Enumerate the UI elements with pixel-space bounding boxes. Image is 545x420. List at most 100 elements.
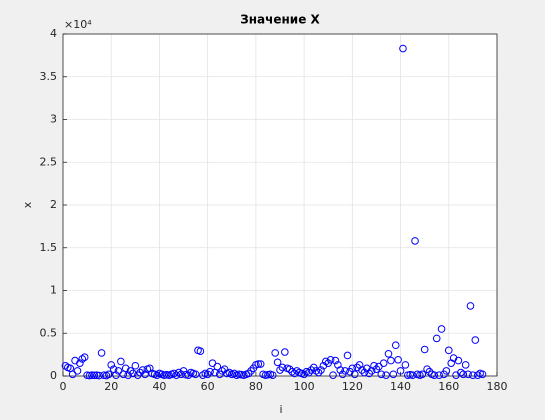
point [126, 367, 135, 375]
point [314, 368, 323, 377]
point [117, 357, 125, 366]
point [432, 334, 441, 343]
point [478, 370, 487, 379]
point [396, 367, 405, 375]
point [408, 371, 417, 379]
point [464, 370, 472, 379]
point [256, 360, 265, 368]
point [78, 355, 87, 363]
point [206, 367, 214, 376]
point [97, 349, 106, 357]
point [281, 348, 289, 356]
point [411, 237, 419, 245]
point [273, 358, 282, 367]
point [230, 369, 238, 378]
y-tick-label: 3 [50, 113, 57, 126]
point [131, 361, 140, 370]
point [80, 353, 89, 361]
point [389, 370, 398, 379]
point [247, 367, 255, 375]
point [105, 370, 113, 379]
point [254, 360, 263, 368]
point [322, 357, 330, 366]
y-tick-label: 4 [50, 27, 57, 40]
point [112, 371, 120, 379]
point [420, 345, 429, 354]
y-tick-label: 3.5 [40, 70, 58, 83]
point [329, 371, 337, 379]
point [457, 368, 465, 377]
y-tick-label: 1.5 [40, 241, 58, 254]
point [391, 341, 400, 350]
point [288, 367, 296, 376]
point [430, 371, 439, 379]
point [174, 368, 183, 377]
point [459, 370, 468, 379]
point [153, 371, 161, 379]
point [444, 346, 453, 355]
point [136, 368, 144, 377]
point [336, 366, 345, 374]
point [343, 351, 352, 360]
point [454, 356, 463, 365]
point [170, 369, 178, 378]
x-tick-label: 60 [201, 380, 215, 393]
point [358, 366, 366, 374]
point [435, 371, 443, 379]
x-tick-label: 40 [152, 380, 166, 393]
point [305, 368, 313, 377]
point [184, 371, 193, 379]
point [461, 361, 470, 369]
point [387, 356, 395, 365]
point [442, 367, 451, 375]
point [268, 371, 277, 379]
point [382, 371, 390, 379]
point [423, 365, 431, 373]
point [471, 336, 480, 344]
y-tick-label: 0.5 [40, 326, 58, 339]
point [133, 371, 142, 379]
point [203, 370, 212, 379]
point [384, 349, 393, 358]
point [276, 366, 284, 374]
y-axis-label: x [21, 201, 34, 208]
point [466, 302, 475, 310]
point [179, 367, 188, 375]
point [95, 371, 103, 380]
point [394, 355, 402, 364]
y-tick-label: 2.5 [40, 155, 58, 168]
point [285, 365, 294, 373]
point [307, 366, 316, 374]
y-tick-label: 0 [50, 369, 57, 382]
point [379, 359, 388, 367]
point [300, 370, 308, 379]
point [377, 370, 386, 379]
y-tick-label: 1 [50, 284, 57, 297]
x-axis-label: i [279, 403, 282, 416]
x-tick-label: 140 [390, 380, 411, 393]
point [473, 371, 482, 379]
point [90, 371, 99, 380]
point [213, 362, 222, 371]
point [191, 370, 200, 379]
point [271, 349, 279, 357]
x-tick-label: 0 [60, 380, 67, 393]
x-tick-label: 180 [487, 380, 508, 393]
point [401, 361, 410, 369]
point [399, 44, 407, 53]
y-tick-label: 2 [50, 198, 57, 211]
x-tick-label: 20 [104, 380, 118, 393]
point [199, 371, 207, 379]
point [341, 367, 349, 375]
point [437, 325, 446, 333]
point [469, 371, 477, 379]
point [418, 370, 427, 379]
point [76, 359, 84, 367]
point [350, 370, 359, 379]
chart-title: Значение X [240, 13, 320, 27]
point [129, 369, 137, 378]
point [107, 361, 116, 369]
point [278, 363, 287, 372]
point [138, 366, 147, 374]
